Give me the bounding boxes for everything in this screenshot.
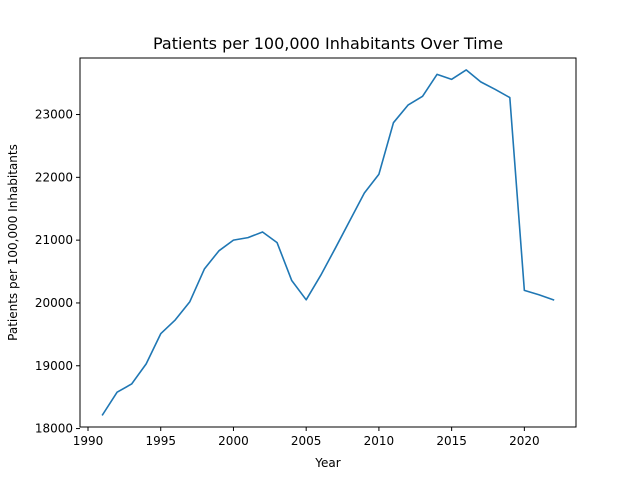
x-tick-label: 1995 bbox=[145, 434, 176, 448]
plot-frame bbox=[79, 57, 577, 428]
y-axis-label: Patients per 100,000 Inhabitants bbox=[6, 144, 20, 341]
y-tick-label: 20000 bbox=[35, 296, 73, 310]
y-tick-label: 19000 bbox=[35, 359, 73, 373]
series-line bbox=[101, 69, 555, 416]
x-tick-label: 2000 bbox=[218, 434, 249, 448]
x-tick-label: 2005 bbox=[291, 434, 322, 448]
chart-title: Patients per 100,000 Inhabitants Over Ti… bbox=[153, 34, 503, 53]
x-tick-label: 2015 bbox=[436, 434, 467, 448]
y-tick-label: 22000 bbox=[35, 170, 73, 184]
series-layer bbox=[101, 69, 555, 416]
x-tick-label: 2020 bbox=[509, 434, 540, 448]
y-axis: 18000 19000 20000 21000 22000 23000 bbox=[35, 108, 80, 436]
y-tick-label: 21000 bbox=[35, 233, 73, 247]
x-tick-label: 1990 bbox=[73, 434, 104, 448]
y-tick-label: 18000 bbox=[35, 422, 73, 436]
x-axis: 1990 1995 2000 2005 2010 2015 2020 bbox=[73, 427, 540, 448]
x-axis-label: Year bbox=[314, 456, 340, 470]
y-tick-label: 23000 bbox=[35, 108, 73, 122]
x-tick-label: 2010 bbox=[364, 434, 395, 448]
